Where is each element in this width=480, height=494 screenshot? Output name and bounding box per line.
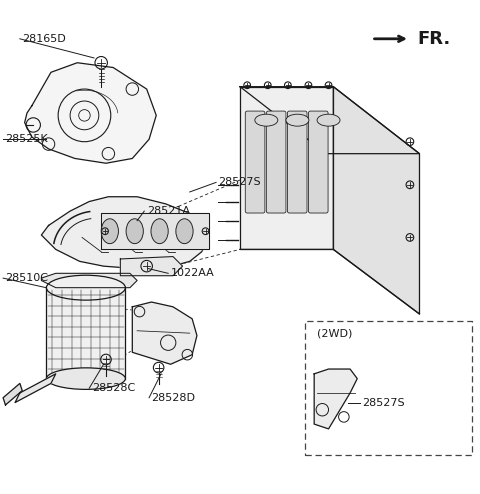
Text: 28527S: 28527S	[218, 177, 261, 187]
Text: (2WD): (2WD)	[317, 329, 352, 338]
Polygon shape	[41, 197, 209, 269]
FancyBboxPatch shape	[266, 111, 286, 213]
Text: 1022AA: 1022AA	[170, 268, 215, 278]
Ellipse shape	[101, 219, 119, 244]
Polygon shape	[46, 288, 125, 378]
Polygon shape	[333, 86, 420, 314]
Polygon shape	[15, 374, 56, 403]
Text: 28528D: 28528D	[152, 393, 195, 403]
Polygon shape	[101, 213, 209, 249]
Ellipse shape	[317, 114, 340, 126]
Polygon shape	[132, 302, 197, 364]
Text: 28510C: 28510C	[5, 273, 48, 283]
FancyBboxPatch shape	[309, 111, 328, 213]
FancyBboxPatch shape	[245, 111, 265, 213]
Ellipse shape	[255, 114, 278, 126]
Ellipse shape	[151, 219, 168, 244]
Polygon shape	[24, 63, 156, 163]
Text: 28165D: 28165D	[22, 34, 66, 44]
Ellipse shape	[47, 275, 125, 300]
Text: 28528C: 28528C	[92, 383, 135, 393]
FancyBboxPatch shape	[288, 111, 307, 213]
Polygon shape	[240, 86, 333, 249]
Text: FR.: FR.	[417, 30, 450, 48]
Text: 28527S: 28527S	[362, 398, 405, 408]
Text: 28521A: 28521A	[147, 206, 190, 216]
Polygon shape	[3, 383, 22, 405]
Ellipse shape	[176, 219, 193, 244]
Polygon shape	[41, 273, 137, 288]
Polygon shape	[240, 86, 420, 154]
Ellipse shape	[126, 219, 144, 244]
Text: 28525K: 28525K	[5, 134, 48, 144]
Polygon shape	[120, 256, 182, 276]
Polygon shape	[314, 369, 357, 429]
Ellipse shape	[286, 114, 309, 126]
Ellipse shape	[47, 368, 125, 389]
